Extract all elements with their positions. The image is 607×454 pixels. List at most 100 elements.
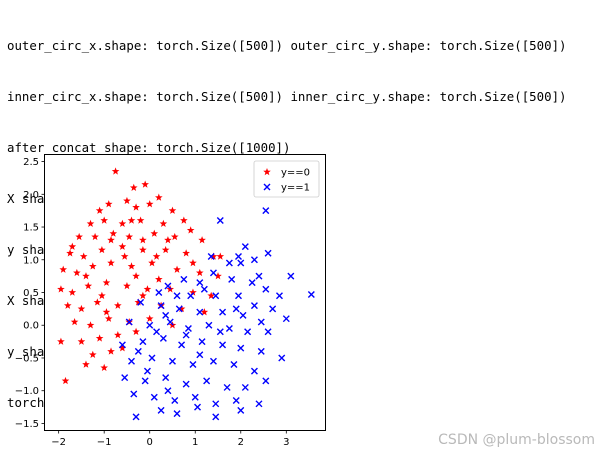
class1-point-marker bbox=[121, 374, 129, 382]
class1-point-marker bbox=[207, 252, 215, 260]
class1-point-marker bbox=[173, 292, 181, 300]
class1-point-marker bbox=[212, 413, 220, 421]
class0-point-marker bbox=[164, 236, 172, 244]
class0-point-marker bbox=[82, 272, 90, 280]
y-tick-label: −1.0 bbox=[15, 386, 39, 397]
class1-point-marker bbox=[235, 252, 242, 260]
class0-point-marker bbox=[139, 236, 147, 244]
class1-point-marker bbox=[223, 383, 231, 391]
class0-point-marker bbox=[139, 291, 147, 300]
y-tick-label: 2.0 bbox=[23, 190, 39, 201]
class1-point-marker bbox=[155, 289, 163, 296]
class0-point-marker bbox=[143, 285, 152, 293]
class1-point-marker bbox=[180, 275, 188, 283]
class0-point-marker bbox=[95, 206, 104, 214]
class1-point-marker bbox=[164, 282, 172, 290]
class0-point-marker bbox=[95, 334, 104, 342]
class1-point-marker bbox=[282, 315, 290, 323]
class0-point-marker bbox=[91, 232, 99, 241]
class1-point-marker bbox=[250, 302, 258, 310]
class1-point-marker bbox=[164, 387, 172, 395]
class0-point-marker bbox=[77, 304, 86, 313]
y-tick-label: 2.5 bbox=[23, 157, 39, 168]
class0-point-marker bbox=[118, 219, 127, 227]
class0-point-marker bbox=[152, 252, 161, 260]
class1-point-marker bbox=[196, 279, 204, 287]
class1-point-marker bbox=[250, 256, 258, 264]
class0-point-marker bbox=[77, 337, 86, 345]
class1-point-marker bbox=[219, 308, 227, 316]
class0-point-marker bbox=[89, 350, 97, 358]
class0-point-marker bbox=[73, 268, 81, 277]
class1-point-marker bbox=[128, 357, 135, 365]
axes-layer: −2 −1 0 1 2 3 −1.5 −1.0 −0.5 0.0 0.5 1.0 1.5 2.0 2.5 bbox=[15, 157, 290, 448]
class1-point-marker bbox=[230, 361, 238, 369]
class0-point-marker bbox=[127, 262, 136, 270]
class1-point-marker bbox=[219, 341, 227, 349]
legend-label: y==0 bbox=[281, 168, 310, 179]
class1-point-marker bbox=[148, 354, 156, 362]
class0-point-marker bbox=[66, 249, 74, 257]
console-line: after concat shape: torch.Size([1000]) bbox=[7, 140, 291, 155]
class1-point-marker bbox=[250, 367, 258, 375]
x-tick-label: 0 bbox=[147, 437, 153, 448]
class0-point-marker bbox=[161, 245, 170, 254]
class1-point-marker bbox=[255, 272, 263, 280]
class1-point-marker bbox=[262, 207, 270, 215]
class0-point-marker bbox=[173, 265, 181, 273]
class1-point-marker bbox=[255, 400, 263, 408]
class0-point-marker bbox=[198, 236, 206, 244]
class1-point-marker bbox=[237, 344, 245, 352]
y-tick-label: 1.0 bbox=[23, 255, 39, 266]
class0-point-marker bbox=[145, 200, 154, 208]
class0-point-marker bbox=[207, 291, 215, 300]
class0-point-marker bbox=[107, 236, 115, 244]
class1-point-marker bbox=[130, 390, 138, 398]
console-line: inner_circ_x.shape: torch.Size([500]) in… bbox=[7, 89, 567, 104]
class1-point-marker bbox=[157, 406, 165, 414]
class1-point-marker bbox=[191, 393, 199, 401]
watermark: CSDN @plum-blossom bbox=[438, 432, 595, 448]
class1-point-marker bbox=[248, 279, 256, 287]
class1-point-marker bbox=[166, 318, 174, 326]
y-tick-label: 0.5 bbox=[23, 288, 39, 299]
class0-point-marker bbox=[109, 229, 118, 237]
class1-point-marker bbox=[205, 321, 213, 329]
legend-label: y==1 bbox=[281, 183, 310, 194]
class1-point-marker bbox=[225, 259, 233, 267]
class0-point-marker bbox=[102, 308, 111, 316]
class1-point-marker bbox=[241, 243, 249, 251]
class0-point-marker bbox=[86, 219, 95, 227]
class0-point-marker bbox=[102, 278, 111, 286]
class1-point-marker bbox=[287, 272, 295, 280]
class0-point-marker bbox=[195, 268, 204, 277]
class1-point-marker bbox=[196, 308, 204, 316]
class1-point-marker bbox=[200, 285, 208, 293]
class1-point-marker bbox=[257, 347, 265, 355]
y-tick-label: −1.5 bbox=[15, 419, 39, 430]
legend-x-marker bbox=[263, 183, 271, 191]
class0-point-marker bbox=[214, 272, 222, 280]
class0-point-marker bbox=[177, 304, 186, 313]
class1-point-marker bbox=[184, 325, 192, 333]
scatter-plot: −2 −1 0 1 2 3 −1.5 −1.0 −0.5 0.0 0.5 1.0 1.5 2.0 2.5 y… bbox=[15, 154, 326, 448]
class1-point-marker bbox=[262, 285, 270, 293]
x-tick-label: 3 bbox=[283, 437, 289, 448]
class1-point-marker bbox=[146, 321, 154, 329]
class1-point-marker bbox=[216, 216, 224, 224]
class1-point-marker bbox=[209, 269, 217, 277]
class0-point-marker bbox=[118, 344, 127, 352]
class0-point-marker bbox=[134, 298, 143, 306]
class0-point-marker bbox=[68, 242, 77, 250]
class1-point-marker bbox=[150, 393, 158, 401]
class0-point-marker bbox=[107, 259, 115, 267]
class0-point-marker bbox=[107, 347, 115, 355]
class0-point-marker bbox=[89, 262, 97, 270]
class0-point-marker bbox=[168, 206, 177, 214]
class1-point-marker bbox=[244, 328, 252, 336]
class1-point-marker bbox=[307, 290, 315, 298]
class1-point-marker bbox=[239, 311, 247, 319]
class0-point-marker bbox=[127, 216, 136, 224]
y-tick-label: −0.5 bbox=[15, 353, 39, 364]
class1-point-marker bbox=[182, 380, 190, 388]
